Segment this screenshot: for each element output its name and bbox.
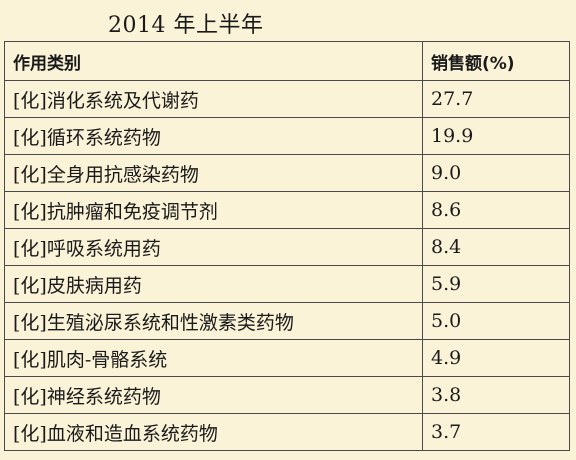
sales-value-cell: 19.9 bbox=[422, 117, 570, 155]
category-cell: [化]消化系统及代谢药 bbox=[4, 80, 423, 118]
table-row: [化]皮肤病用药 5.9 bbox=[4, 265, 570, 303]
sales-value-cell: 9.0 bbox=[422, 154, 570, 192]
category-cell: [化]皮肤病用药 bbox=[4, 265, 423, 303]
sales-value-cell: 4.9 bbox=[422, 339, 570, 377]
sales-value-cell: 8.4 bbox=[422, 228, 570, 266]
category-cell: [化]全身用抗感染药物 bbox=[4, 154, 423, 192]
table-row: [化]消化系统及代谢药 27.7 bbox=[4, 80, 570, 118]
category-cell: [化]抗肿瘤和免疫调节剂 bbox=[4, 191, 423, 229]
table-body: [化]消化系统及代谢药 27.7 [化]循环系统药物 19.9 [化]全身用抗感染药物 9… bbox=[4, 80, 570, 451]
category-cell: [化]血液和造血系统药物 bbox=[4, 413, 423, 451]
table-row: [化]呼吸系统用药 8.4 bbox=[4, 228, 570, 266]
sales-value-cell: 27.7 bbox=[422, 80, 570, 118]
sales-table: 作用类别 销售额(%) [化]消化系统及代谢药 27.7 [化]循环系统药物 19.9… bbox=[4, 41, 570, 451]
column-header-category: 作用类别 bbox=[4, 41, 423, 81]
table-row: [化]肌肉-骨骼系统 4.9 bbox=[4, 339, 570, 377]
table-header-row: 作用类别 销售额(%) bbox=[4, 41, 570, 81]
sales-value-cell: 3.8 bbox=[422, 376, 570, 414]
table-row: [化]生殖泌尿系统和性激素类药物 5.0 bbox=[4, 302, 570, 340]
table-row: [化]神经系统药物 3.8 bbox=[4, 376, 570, 414]
category-cell: [化]呼吸系统用药 bbox=[4, 228, 423, 266]
category-cell: [化]生殖泌尿系统和性激素类药物 bbox=[4, 302, 423, 340]
sales-value-cell: 8.6 bbox=[422, 191, 570, 229]
sales-value-cell: 5.0 bbox=[422, 302, 570, 340]
sales-value-cell: 5.9 bbox=[422, 265, 570, 303]
table-row: [化]抗肿瘤和免疫调节剂 8.6 bbox=[4, 191, 570, 229]
table-row: [化]血液和造血系统药物 3.7 bbox=[4, 413, 570, 451]
column-header-sales: 销售额(%) bbox=[422, 41, 570, 81]
table-row: [化]全身用抗感染药物 9.0 bbox=[4, 154, 570, 192]
category-cell: [化]循环系统药物 bbox=[4, 117, 423, 155]
table-row: [化]循环系统药物 19.9 bbox=[4, 117, 570, 155]
category-cell: [化]神经系统药物 bbox=[4, 376, 423, 414]
chart-title: 2014 年上半年 bbox=[108, 13, 264, 38]
sales-value-cell: 3.7 bbox=[422, 413, 570, 451]
category-cell: [化]肌肉-骨骼系统 bbox=[4, 339, 423, 377]
